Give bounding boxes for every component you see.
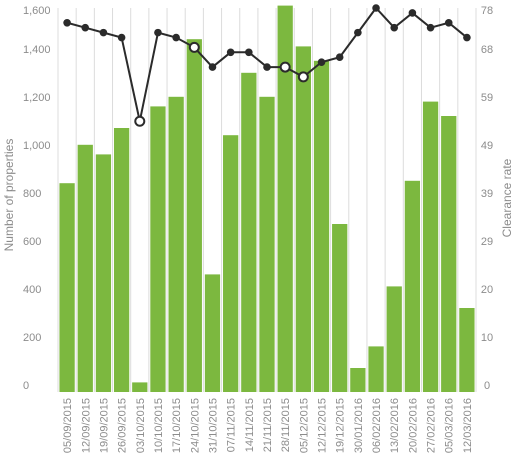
- y2-tick-label: 59: [481, 92, 493, 104]
- x-tick-label: 28/11/2015: [280, 398, 292, 452]
- y-tick-label: 1,400: [23, 44, 51, 56]
- x-tick-label: 19/09/2015: [98, 398, 110, 453]
- bar: [368, 346, 384, 392]
- x-tick-label: 24/10/2015: [189, 398, 201, 453]
- bar-series: [59, 5, 475, 393]
- clearance-point: [99, 28, 108, 37]
- clearance-point-highlighted: [134, 115, 146, 127]
- x-tick-label: 12/03/2016: [462, 398, 474, 453]
- bar: [59, 183, 75, 392]
- x-tick-label: 30/01/2016: [353, 398, 365, 453]
- x-tick-label: 20/02/2016: [407, 398, 419, 453]
- bar: [422, 101, 439, 392]
- bar: [386, 286, 402, 392]
- bar: [277, 5, 293, 392]
- bar: [241, 72, 257, 393]
- x-tick-label: 05/12/2015: [298, 398, 310, 453]
- clearance-line-series: [63, 4, 471, 127]
- x-tick-label: 21/11/2015: [262, 398, 274, 452]
- bar: [223, 135, 239, 392]
- clearance-point: [172, 33, 180, 42]
- clearance-point: [208, 63, 217, 71]
- clearance-point: [226, 48, 235, 57]
- y-tick-label: 200: [23, 332, 41, 344]
- y2-tick-label: 49: [481, 140, 493, 152]
- y-tick-label: 400: [23, 284, 41, 296]
- bar: [313, 60, 330, 393]
- clearance-point: [63, 18, 71, 27]
- bar: [132, 382, 148, 392]
- bar: [441, 116, 457, 392]
- y2-tick-label: 29: [481, 236, 493, 248]
- clearance-point: [426, 23, 435, 32]
- y-tick-label: 800: [23, 188, 41, 200]
- y2-tick-label: 20: [481, 284, 493, 296]
- bar: [295, 46, 311, 393]
- clearance-point-highlighted: [279, 61, 291, 73]
- clearance-point: [444, 18, 453, 27]
- bar: [113, 128, 130, 392]
- y2-tick-label: 78: [481, 5, 493, 17]
- x-tick-label: 05/03/2016: [444, 398, 456, 453]
- bar: [350, 368, 366, 392]
- y2-tick-label: 68: [481, 44, 493, 56]
- clearance-point-highlighted: [297, 71, 309, 83]
- x-tick-label: 12/09/2015: [80, 398, 92, 453]
- y-tick-label: 1,200: [23, 92, 51, 104]
- clearance-point: [317, 58, 326, 66]
- x-tick-label: 19/12/2015: [335, 398, 347, 453]
- x-tick-label: 03/10/2015: [135, 398, 147, 453]
- x-tick-label: 27/02/2016: [426, 398, 438, 453]
- clearance-point: [390, 23, 399, 32]
- x-tick-label: 07/11/2015: [226, 398, 238, 452]
- bar: [404, 180, 421, 392]
- clearance-point: [354, 28, 362, 37]
- x-tick-label: 17/10/2015: [171, 398, 183, 453]
- clearance-point: [245, 48, 253, 57]
- clearance-point: [463, 33, 471, 42]
- bar: [186, 39, 202, 392]
- bar: [332, 224, 348, 392]
- right-axis-ticks: 0 10 20 29 39 49 59 68 78: [481, 5, 493, 392]
- x-tick-label: 14/11/2015: [244, 398, 256, 452]
- y-axis-title: Number of properties: [2, 139, 16, 252]
- bar: [77, 144, 93, 392]
- y-tick-label: 1,600: [23, 5, 51, 17]
- x-axis-ticks: 05/09/2015 12/09/2015 19/09/2015 26/09/2015…: [62, 398, 474, 453]
- y2-axis-title: Clearance rate: [500, 158, 514, 237]
- clearance-point: [408, 9, 417, 17]
- x-tick-label: 26/09/2015: [117, 398, 129, 453]
- clearance-point-highlighted: [188, 41, 200, 53]
- bar: [204, 274, 221, 392]
- x-tick-label: 10/10/2015: [153, 398, 165, 453]
- x-tick-label: 31/10/2015: [207, 398, 219, 453]
- y2-tick-label: 10: [481, 332, 493, 344]
- x-tick-label: 12/12/2015: [317, 398, 329, 453]
- y-tick-label: 600: [23, 236, 41, 248]
- clearance-point: [372, 4, 380, 12]
- x-tick-label: 06/02/2016: [371, 398, 383, 453]
- bar: [459, 308, 475, 392]
- bar: [150, 106, 166, 393]
- y-tick-label: 0: [23, 380, 29, 392]
- y-tick-label: 1,000: [23, 140, 51, 152]
- bar: [168, 96, 184, 393]
- bar: [259, 96, 275, 393]
- y2-tick-label: 0: [484, 380, 490, 392]
- clearance-point: [117, 33, 126, 42]
- left-axis-ticks: 0 200 400 600 800 1,000 1,200 1,400 1,600: [23, 5, 51, 392]
- x-tick-label: 05/09/2015: [62, 398, 74, 453]
- y2-tick-label: 39: [481, 188, 493, 200]
- bar: [95, 154, 112, 392]
- clearance-point: [263, 63, 271, 71]
- clearance-point: [154, 28, 162, 37]
- x-tick-label: 13/02/2016: [389, 398, 401, 453]
- clearance-point: [81, 23, 90, 32]
- clearance-point: [335, 53, 344, 62]
